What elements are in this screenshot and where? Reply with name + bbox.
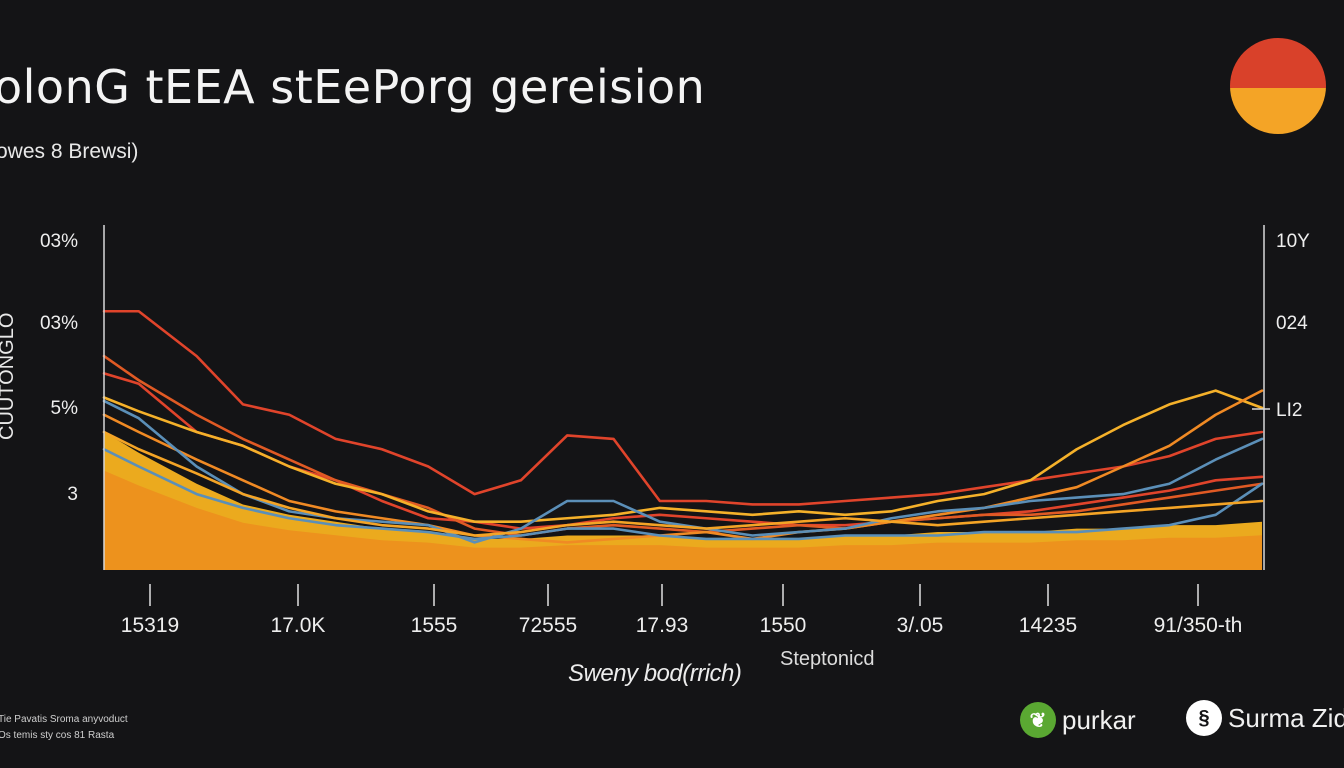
series-line-8 <box>102 430 1264 537</box>
footnote-line-1: Tie Pavatis Sroma anyvoduct <box>0 714 128 725</box>
y-tick-labels-left: 03% 03% 5% 3 <box>40 231 78 505</box>
sun-icon <box>1230 38 1326 134</box>
brand-purkar-name: purkar <box>1062 704 1136 735</box>
series-line-4 <box>102 389 1264 524</box>
swirl-icon: § <box>1186 700 1222 736</box>
series-line-3 <box>102 354 1264 537</box>
x-axis-label-secondary: Steptonicd <box>780 648 875 670</box>
y-tick-label-left-1: 03% <box>40 231 78 252</box>
x-tick-marks: 15319 17.0K 1555 72555 17.93 1550 3/.05 14235 91… <box>121 584 1243 637</box>
x-tick-label-9: 91/350-th <box>1154 614 1243 637</box>
leaf-icon: ❦ <box>1020 702 1056 738</box>
chart-title: olonG tEEA stEePorg gereision <box>0 60 706 114</box>
x-tick-label-7: 3/.05 <box>897 614 944 637</box>
y-tick-label-right-3: LI2 <box>1276 400 1302 421</box>
x-tick-label-4: 72555 <box>519 614 577 637</box>
x-tick-label-2: 17.0K <box>271 614 326 637</box>
x-tick-label-6: 1550 <box>760 614 807 637</box>
series-line-5 <box>102 389 1264 544</box>
area-fill <box>104 432 1262 570</box>
sun-top-half <box>1230 38 1326 88</box>
x-tick-label-1: 15319 <box>121 614 179 637</box>
area-layer <box>104 432 1262 570</box>
chart-subtitle: owes 8 Brewsi) <box>0 140 139 163</box>
sun-bottom-half <box>1230 87 1326 134</box>
series-line-6 <box>102 399 1264 544</box>
x-tick-label-5: 17.93 <box>636 614 689 637</box>
footnote-line-2: Os temis sty cos 81 Rasta <box>0 730 115 741</box>
x-tick-label-8: 14235 <box>1019 614 1077 637</box>
y-tick-label-left-4: 3 <box>67 484 78 505</box>
y-tick-label-right-1: 10Y <box>1276 231 1310 252</box>
y-tick-label-left-2: 03% <box>40 313 78 334</box>
series-line-7 <box>102 447 1264 541</box>
y-tick-label-left-3: 5% <box>51 398 79 419</box>
brand-purkar[interactable]: ❦ purkar <box>1020 702 1136 738</box>
series-lines <box>102 309 1264 544</box>
x-tick-label-3: 1555 <box>411 614 458 637</box>
brand-surma[interactable]: § Surma Zid <box>1186 700 1344 736</box>
y-tick-labels-right: 10Y 024 LI2 <box>1276 231 1310 421</box>
brand-surma-name: Surma Zid <box>1228 702 1344 733</box>
area-fill-lower <box>104 470 1262 570</box>
y-tick-label-right-2: 024 <box>1276 313 1308 334</box>
x-axis-label: Sweny bod(rrich) <box>568 660 742 687</box>
y-axis-label: CUUTONGLO <box>0 312 18 440</box>
series-line-1 <box>102 309 1264 506</box>
